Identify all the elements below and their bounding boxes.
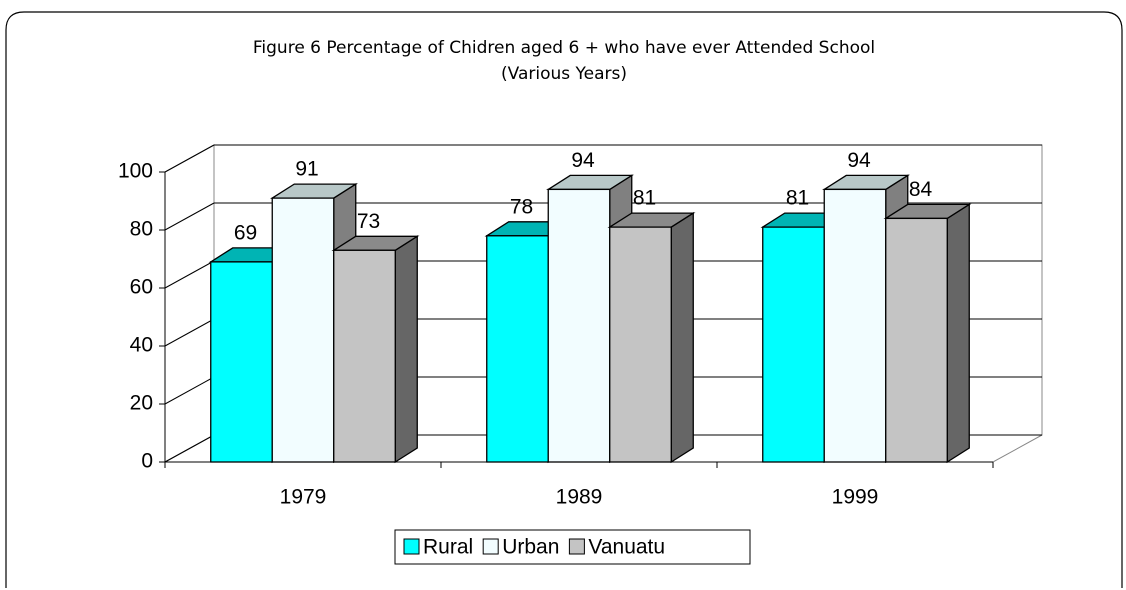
legend-label: Vanuatu — [588, 536, 665, 559]
bar — [333, 249, 396, 463]
bar — [271, 197, 335, 463]
y-tick-label: 80 — [130, 218, 153, 241]
side-wall — [164, 144, 215, 463]
y-tick-label: 60 — [130, 276, 153, 299]
grid-line — [164, 376, 215, 405]
legend-swatch — [403, 538, 420, 555]
y-tick-label: 40 — [130, 334, 153, 357]
grid-line — [164, 318, 215, 347]
y-tick-label: 0 — [141, 450, 153, 473]
bar — [823, 188, 887, 463]
chart-subtitle: (Various Years) — [501, 64, 627, 84]
grid-line — [164, 260, 215, 289]
frame — [5, 11, 1123, 588]
data-label: 84 — [909, 178, 933, 201]
data-label: 78 — [510, 195, 533, 218]
x-tick-label: 1979 — [280, 486, 327, 509]
bar — [885, 217, 948, 463]
bar — [609, 226, 672, 463]
chart-title: Figure 6 Percentage of Chidren aged 6 + … — [253, 38, 875, 58]
data-label: 81 — [786, 187, 809, 210]
bar — [486, 235, 549, 463]
bar — [210, 261, 273, 463]
x-tick-label: 1989 — [556, 486, 603, 509]
grid-line — [164, 144, 215, 173]
data-label: 81 — [633, 187, 656, 210]
legend-swatch — [568, 538, 585, 555]
data-label: 69 — [234, 221, 257, 244]
x-tick-label: 1999 — [832, 486, 879, 509]
legend-swatch — [482, 538, 499, 555]
data-label: 73 — [357, 210, 380, 233]
data-label: 91 — [295, 158, 318, 181]
grid-line — [164, 434, 215, 463]
data-label: 94 — [847, 149, 871, 172]
y-tick-label: 100 — [118, 160, 153, 183]
bar-side — [394, 235, 418, 464]
bar-side — [946, 203, 970, 464]
bar-side — [670, 211, 694, 464]
legend-label: Urban — [502, 536, 559, 559]
y-tick-label: 20 — [130, 392, 153, 415]
grid-line — [164, 202, 215, 231]
bar — [547, 188, 611, 463]
bar — [762, 226, 825, 463]
legend-label: Rural — [423, 536, 473, 559]
data-label: 94 — [571, 149, 595, 172]
